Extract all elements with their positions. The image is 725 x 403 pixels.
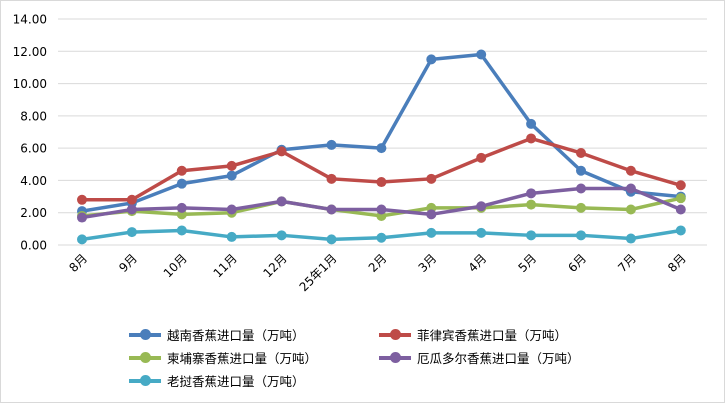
legend-marker-icon xyxy=(129,329,161,340)
data-point xyxy=(176,225,187,236)
y-tick-label: 10.00 xyxy=(13,77,47,91)
data-point xyxy=(176,202,187,213)
data-point xyxy=(376,143,387,154)
x-tick-label: 7月 xyxy=(615,251,639,275)
legend-marker-icon xyxy=(129,375,161,386)
legend-marker-icon xyxy=(379,329,411,340)
x-tick-label: 8月 xyxy=(66,251,90,275)
data-point xyxy=(576,147,586,158)
legend-item: 菲律宾香蕉进口量（万吨） xyxy=(379,325,567,344)
x-tick-label: 9月 xyxy=(116,251,140,275)
legend-label: 菲律宾香蕉进口量（万吨） xyxy=(417,328,568,343)
data-point xyxy=(526,188,537,199)
data-point xyxy=(625,233,636,244)
data-point xyxy=(675,204,686,215)
data-point xyxy=(476,227,487,238)
data-point xyxy=(426,173,437,184)
data-point xyxy=(126,227,137,238)
x-tick-label: 2月 xyxy=(366,251,390,275)
x-tick-label: 25年1月 xyxy=(297,251,340,294)
data-point xyxy=(625,183,636,194)
legend-item: 柬埔寨香蕉进口量（万吨） xyxy=(129,348,317,367)
data-point xyxy=(576,230,586,241)
data-point xyxy=(276,196,287,207)
data-point xyxy=(526,230,537,241)
data-point xyxy=(326,173,337,184)
data-point xyxy=(226,204,237,215)
x-tick-label: 10月 xyxy=(161,251,190,280)
x-tick-label: 6月 xyxy=(565,251,589,275)
legend-label: 柬埔寨香蕉进口量（万吨） xyxy=(167,351,318,366)
data-point xyxy=(226,231,237,242)
data-point xyxy=(276,146,287,157)
data-point xyxy=(326,204,337,215)
data-point xyxy=(476,152,487,163)
legend-label: 老挝香蕉进口量（万吨） xyxy=(167,374,305,389)
x-tick-label: 3月 xyxy=(416,251,440,275)
data-point xyxy=(476,49,487,60)
data-point xyxy=(576,165,586,176)
data-point xyxy=(675,180,686,191)
data-point xyxy=(376,204,387,215)
data-point xyxy=(426,54,437,65)
legend-label: 越南香蕉进口量（万吨） xyxy=(167,328,305,343)
data-point xyxy=(126,204,137,215)
legend-item: 厄瓜多尔香蕉进口量（万吨） xyxy=(379,348,580,367)
data-point xyxy=(675,193,686,204)
data-point xyxy=(625,204,636,215)
data-point xyxy=(526,199,537,210)
data-point xyxy=(576,183,586,194)
data-point xyxy=(77,194,87,205)
y-tick-label: 8.00 xyxy=(20,109,47,123)
data-point xyxy=(426,209,437,220)
y-tick-label: 2.00 xyxy=(20,206,47,220)
legend-marker-icon xyxy=(129,352,161,363)
legend-item: 老挝香蕉进口量（万吨） xyxy=(129,371,305,390)
line-chart: 0.00 2.00 4.00 6.00 8.00 10.00 12.00 14.00 8月 9月 1… xyxy=(13,13,707,294)
data-point xyxy=(276,230,287,241)
x-tick-label: 11月 xyxy=(211,251,240,280)
data-point xyxy=(526,118,537,129)
data-point xyxy=(675,225,686,236)
data-point xyxy=(576,202,586,213)
data-point xyxy=(77,234,87,245)
data-point xyxy=(77,212,87,223)
y-tick-label: 12.00 xyxy=(13,45,47,59)
y-tick-label: 0.00 xyxy=(20,239,47,253)
data-point xyxy=(426,227,437,238)
data-point xyxy=(476,201,487,212)
data-point xyxy=(176,165,187,176)
data-point xyxy=(126,194,137,205)
data-point xyxy=(376,232,387,243)
data-point xyxy=(376,177,387,188)
y-tick-label: 4.00 xyxy=(20,174,47,188)
data-point xyxy=(226,160,237,171)
data-point xyxy=(226,170,237,181)
data-point xyxy=(326,234,337,245)
data-point xyxy=(625,165,636,176)
x-tick-label: 12月 xyxy=(261,251,290,280)
y-tick-label: 14.00 xyxy=(13,13,47,27)
data-point xyxy=(176,178,187,189)
y-tick-label: 6.00 xyxy=(20,142,47,156)
legend-marker-icon xyxy=(379,352,411,363)
data-point xyxy=(326,139,337,150)
legend-item: 越南香蕉进口量（万吨） xyxy=(129,325,305,344)
x-tick-label: 4月 xyxy=(466,251,490,275)
x-tick-label: 8月 xyxy=(665,251,689,275)
legend-label: 厄瓜多尔香蕉进口量（万吨） xyxy=(417,351,580,366)
x-tick-label: 5月 xyxy=(515,251,539,275)
data-point xyxy=(526,133,537,144)
